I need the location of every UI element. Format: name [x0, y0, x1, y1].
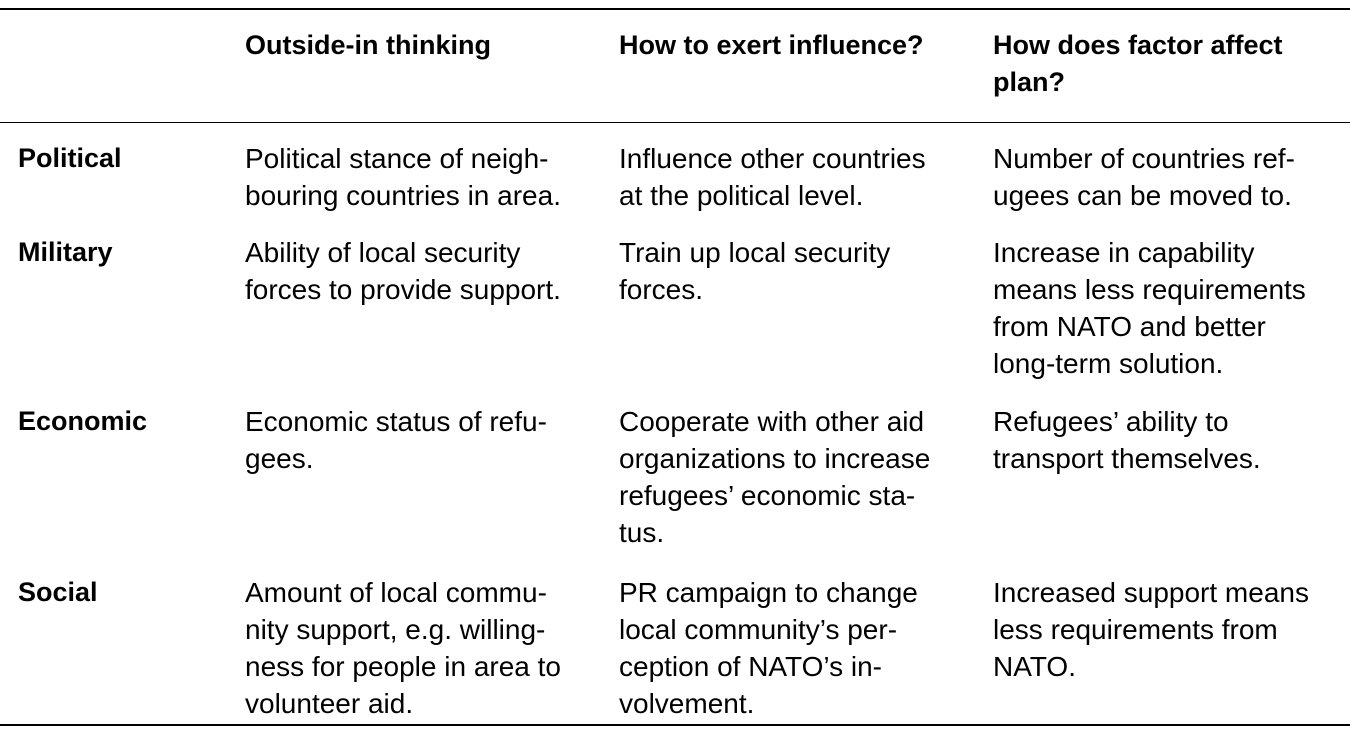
row-factor-label: Social: [18, 577, 98, 607]
outside-in-cell: Ability of local security forces to prov…: [245, 237, 561, 305]
affect-plan-cell: Number of countries ref- ugees can be mo…: [993, 143, 1295, 211]
outside-in-cell: Economic status of refu- gees.: [245, 406, 547, 474]
header-separator-rule: [0, 122, 1350, 123]
row-factor-label: Economic: [18, 406, 148, 436]
table-bottom-rule: [0, 724, 1350, 726]
affect-plan-cell: Increased support means less requirement…: [993, 577, 1309, 682]
header-outside-in-thinking: Outside-in thinking: [245, 30, 491, 60]
outside-in-cell: Amount of local commu- nity support, e.g…: [245, 577, 561, 719]
header-how-to-exert-influence: How to exert influence?: [619, 30, 924, 60]
affect-plan-cell: Refugees’ ability to transport themselve…: [993, 406, 1261, 474]
outside-in-cell: Political stance of neigh- bouring count…: [245, 143, 561, 211]
row-factor-label: Military: [18, 237, 113, 267]
influence-cell: Train up local security forces.: [619, 237, 891, 305]
influence-cell: Cooperate with other aid organizations t…: [619, 406, 931, 548]
influence-cell: Influence other countries at the politic…: [619, 143, 926, 211]
affect-plan-cell: Increase in capability means less requir…: [993, 237, 1306, 379]
table-top-rule: [0, 8, 1350, 10]
header-how-factor-affects-plan: How does factor affect plan?: [993, 30, 1283, 97]
row-factor-label: Political: [18, 143, 122, 173]
influence-cell: PR campaign to change local community’s …: [619, 577, 918, 719]
